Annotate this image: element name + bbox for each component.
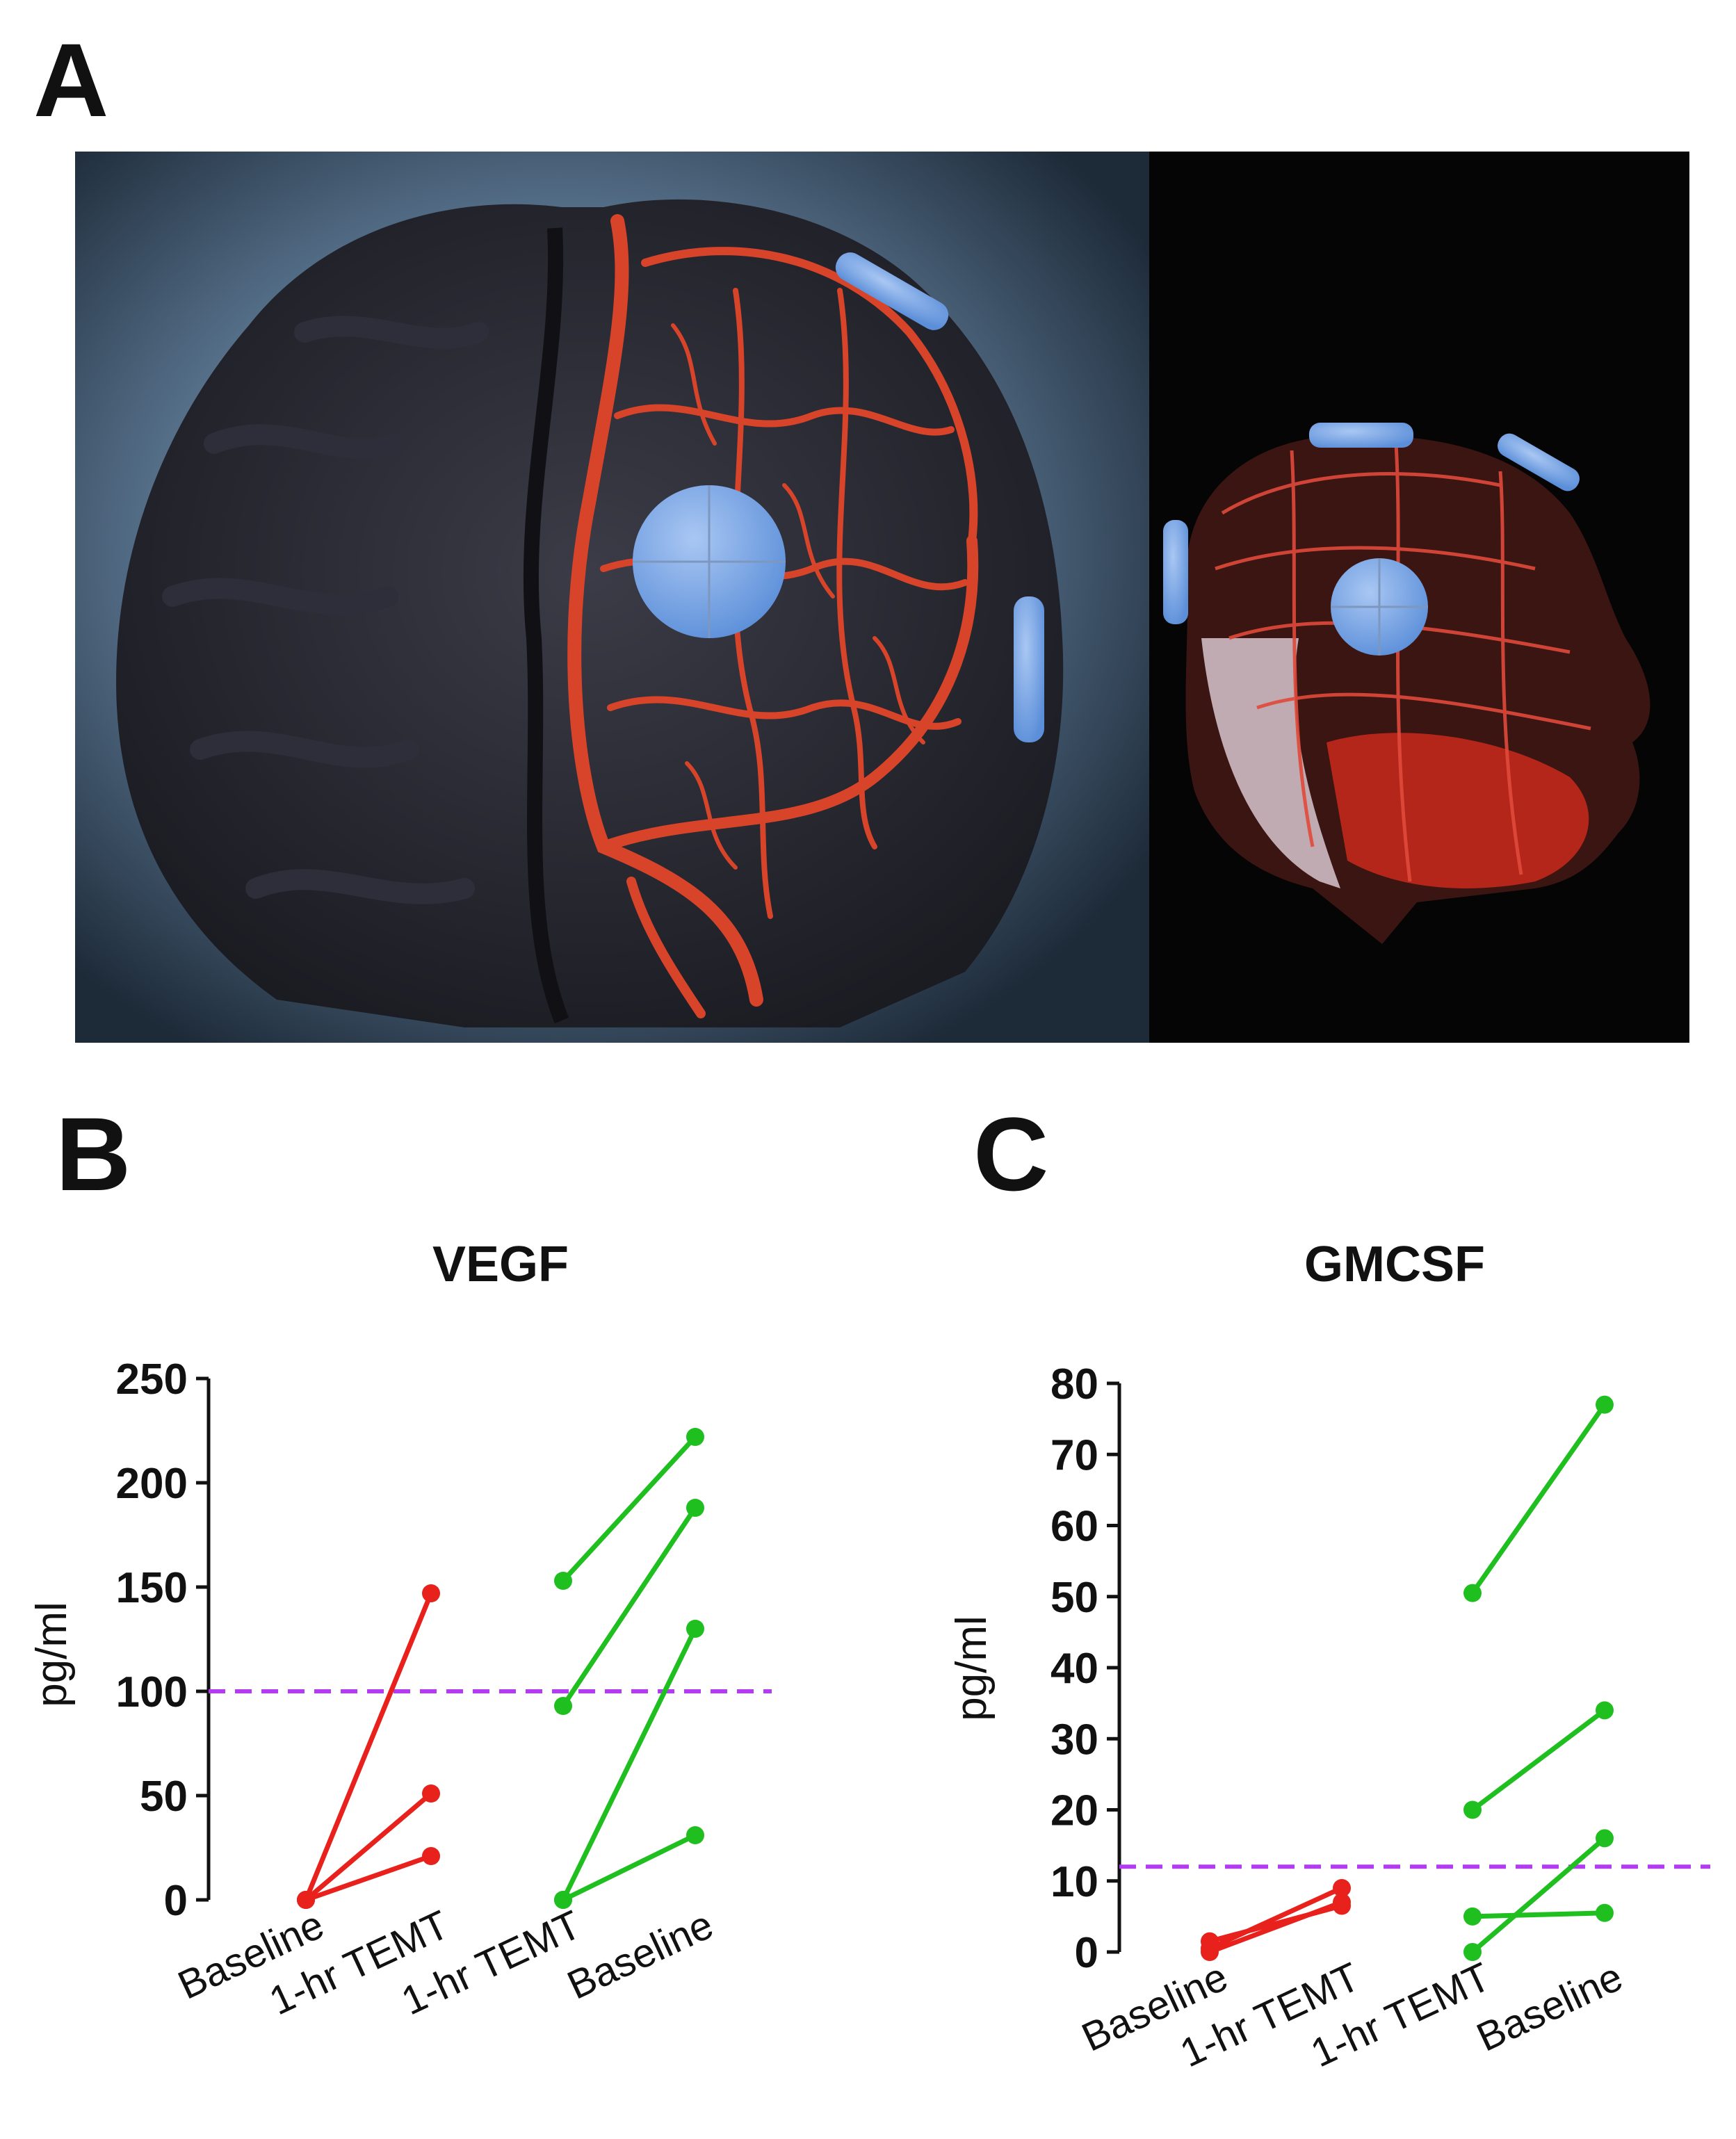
vegf-data-point bbox=[686, 1428, 704, 1446]
transducer-top-right bbox=[835, 252, 949, 330]
gmcsf-paired-line bbox=[1208, 1885, 1343, 1951]
gmcsf-paired-line bbox=[1470, 1403, 1607, 1595]
gmcsf-chart: GMCSF pg/ml 01020304050607080Baseline1-h… bbox=[948, 1237, 1710, 2076]
gmcsf-y-tick-label: 20 bbox=[1050, 1787, 1098, 1835]
gmcsf-y-tick-label: 70 bbox=[1050, 1431, 1098, 1479]
vegf-category-label: Baseline bbox=[560, 1902, 720, 2008]
gmcsf-paired-line bbox=[1470, 1708, 1607, 1812]
gmcsf-data-point bbox=[1201, 1943, 1219, 1961]
gmcsf-data-point bbox=[1333, 1893, 1351, 1912]
gmcsf-y-tick-label: 0 bbox=[1075, 1929, 1098, 1977]
vegf-y-tick-label: 150 bbox=[116, 1564, 188, 1612]
gmcsf-paired-line bbox=[1208, 1900, 1343, 1955]
panel-label-a: A bbox=[33, 22, 109, 138]
vegf-paired-line bbox=[303, 1592, 434, 1901]
head-vasculature-side-view bbox=[1163, 423, 1650, 944]
gmcsf-data-point bbox=[1596, 1829, 1614, 1848]
panel-label-c: C bbox=[973, 1096, 1049, 1212]
gmcsf-y-tick-label: 40 bbox=[1050, 1645, 1098, 1693]
vegf-data-point bbox=[422, 1847, 440, 1865]
gmcsf-data-point bbox=[1463, 1907, 1482, 1926]
gmcsf-data-point bbox=[1463, 1943, 1482, 1961]
panel-label-b: B bbox=[56, 1096, 131, 1212]
vegf-data-point bbox=[686, 1620, 704, 1638]
vegf-y-tick-label: 0 bbox=[164, 1877, 188, 1925]
gmcsf-y-axis-title: pg/ml bbox=[948, 1616, 996, 1721]
gmcsf-data-point bbox=[1596, 1395, 1614, 1414]
vegf-data-point bbox=[297, 1891, 315, 1909]
gmcsf-data-point bbox=[1596, 1903, 1614, 1922]
vegf-data-point bbox=[554, 1891, 572, 1909]
gmcsf-y-tick-label: 60 bbox=[1050, 1503, 1098, 1551]
vegf-data-point bbox=[422, 1784, 440, 1803]
transducer-disks-front bbox=[633, 252, 1044, 742]
head-vasculature-illustration bbox=[75, 152, 1689, 1043]
vegf-paired-line bbox=[560, 1627, 698, 1901]
gmcsf-paired-line bbox=[1472, 1910, 1605, 1919]
vegf-paired-line bbox=[561, 1435, 697, 1583]
vegf-y-axis-title: pg/ml bbox=[28, 1602, 76, 1707]
vegf-paired-line bbox=[304, 1791, 433, 1902]
gmcsf-data-point bbox=[1463, 1800, 1482, 1819]
vegf-paired-line bbox=[305, 1853, 432, 1903]
gmcsf-data-point bbox=[1333, 1878, 1351, 1897]
vegf-data-point bbox=[554, 1697, 572, 1715]
vegf-data-point bbox=[686, 1826, 704, 1844]
gmcsf-category-label: Baseline bbox=[1470, 1954, 1629, 2060]
vegf-y-tick-label: 100 bbox=[116, 1668, 188, 1716]
transducer-side-top bbox=[1309, 423, 1413, 448]
vegf-data-point bbox=[422, 1584, 440, 1602]
gmcsf-chart-title: GMCSF bbox=[1304, 1237, 1485, 1292]
vegf-y-tick-label: 50 bbox=[140, 1773, 188, 1821]
transducer-side-top-right bbox=[1498, 433, 1580, 491]
gmcsf-y-tick-label: 10 bbox=[1050, 1858, 1098, 1906]
vegf-chart-title: VEGF bbox=[432, 1237, 569, 1292]
gmcsf-paired-line bbox=[1470, 1836, 1607, 1954]
gmcsf-data-point bbox=[1463, 1584, 1482, 1602]
gmcsf-data-point bbox=[1596, 1701, 1614, 1720]
gmcsf-y-tick-label: 80 bbox=[1050, 1360, 1098, 1408]
transducer-side-back bbox=[1163, 520, 1188, 624]
vegf-data-point bbox=[554, 1572, 572, 1590]
transducer-right bbox=[1014, 596, 1044, 742]
cerebral-arteries bbox=[567, 214, 979, 1018]
vegf-paired-line bbox=[561, 1506, 697, 1707]
gmcsf-y-tick-label: 50 bbox=[1050, 1574, 1098, 1622]
brain-front-view bbox=[116, 199, 1064, 1027]
vegf-y-tick-label: 250 bbox=[116, 1356, 188, 1404]
gmcsf-y-tick-label: 30 bbox=[1050, 1716, 1098, 1764]
vegf-data-point bbox=[686, 1499, 704, 1517]
vegf-paired-line bbox=[562, 1832, 697, 1903]
vegf-y-tick-label: 200 bbox=[116, 1460, 188, 1508]
